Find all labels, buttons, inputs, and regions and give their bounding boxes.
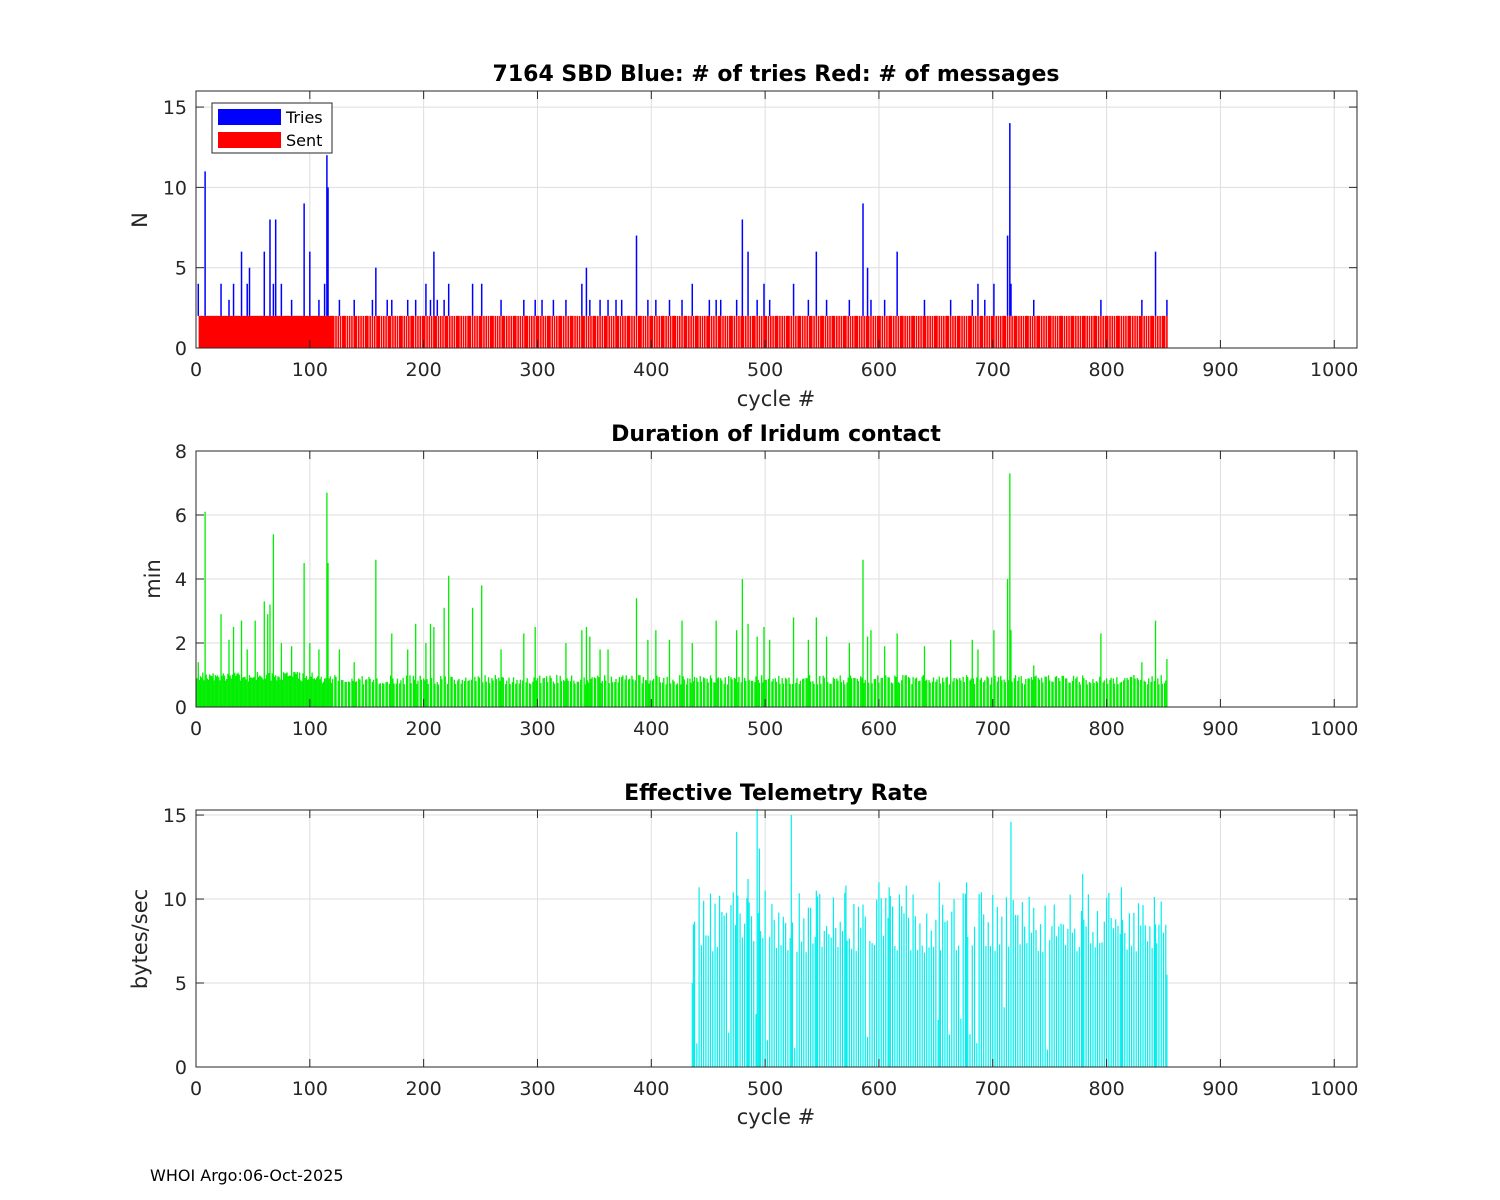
tries-xtick-label: 800 [1088,359,1124,381]
duration-ytick-label: 0 [175,697,187,719]
duration-xtick-label: 800 [1088,718,1124,740]
duration-xtick-label: 200 [406,718,442,740]
duration-xtick-label: 600 [861,718,897,740]
tries-plot-area [196,91,1357,348]
rate-ytick-label: 5 [175,973,187,995]
rate-xtick-label: 800 [1088,1078,1124,1100]
rate-bars [691,810,1168,1067]
tries-axes-frame [195,90,1358,349]
tries-xtick-label: 400 [633,359,669,381]
rate-xtick-label: 700 [975,1078,1011,1100]
duration-xtick-label: 1000 [1310,718,1358,740]
rate-xtick-label: 100 [292,1078,328,1100]
tries-panel: 0 100 200 300 400 500 600 700 800 900 1000 0 5 10 15 [163,90,1358,381]
rate-ytick-label: 10 [163,889,187,911]
rate-chart-title: Effective Telemetry Rate [624,781,928,806]
tries-y-axis-label: N [128,212,152,228]
legend-tries-label: Tries [285,108,323,127]
duration-bars [196,473,1168,707]
duration-xtick-label: 500 [747,718,783,740]
legend-sent-label: Sent [286,131,322,150]
tries-ytick-label: 10 [163,177,187,199]
rate-xtick-label: 200 [406,1078,442,1100]
duration-panel: 0 100 200 300 400 500 600 700 800 900 1000 0 2 4 6 8 [175,441,1359,740]
tries-xtick-label: 600 [861,359,897,381]
rate-xtick-label: 0 [190,1078,202,1100]
tries-xtick-label: 100 [292,359,328,381]
rate-ytick-label: 15 [163,805,187,827]
tries-xtick-label: 200 [406,359,442,381]
duration-ytick-label: 6 [175,505,187,527]
tries-ytick-label: 5 [175,258,187,280]
rate-x-axis-label: cycle # [737,1105,816,1129]
duration-xtick-label: 400 [633,718,669,740]
footer-credit: WHOI Argo:06-Oct-2025 [150,1166,344,1185]
rate-xtick-label: 600 [861,1078,897,1100]
rate-xtick-label: 900 [1202,1078,1238,1100]
rate-xtick-label: 400 [633,1078,669,1100]
rate-xtick-label: 1000 [1310,1078,1358,1100]
tries-x-axis-label: cycle # [737,387,816,411]
rate-ytick-label: 0 [175,1057,187,1079]
legend: Tries Sent [211,102,333,154]
tries-xtick-label: 900 [1202,359,1238,381]
tries-bars [197,123,1168,348]
duration-y-axis-label: min [141,559,165,599]
tries-xtick-label: 1000 [1310,359,1358,381]
rate-panel: 0 100 200 300 400 500 600 700 800 900 1000 0 5 10 15 [163,805,1359,1100]
tries-ytick-label: 15 [163,97,187,119]
legend-sent-swatch [218,132,281,148]
legend-tries-swatch [218,109,281,125]
tries-ytick-label: 0 [175,338,187,360]
duration-ytick-label: 8 [175,441,187,463]
tries-xtick-label: 700 [975,359,1011,381]
rate-y-axis-label: bytes/sec [128,889,152,989]
duration-xtick-label: 900 [1202,718,1238,740]
tries-xtick-label: 500 [747,359,783,381]
duration-xtick-label: 300 [519,718,555,740]
rate-xtick-label: 500 [747,1078,783,1100]
duration-ytick-label: 4 [175,569,187,591]
rate-xtick-label: 300 [519,1078,555,1100]
duration-xtick-label: 0 [190,718,202,740]
duration-xtick-label: 100 [292,718,328,740]
rate-axes-frame [195,809,1358,1068]
tries-xtick-label: 300 [519,359,555,381]
duration-xtick-label: 700 [975,718,1011,740]
tries-xtick-label: 0 [190,359,202,381]
duration-ytick-label: 2 [175,633,187,655]
duration-chart-title: Duration of Iridum contact [611,422,941,447]
tries-chart-title: 7164 SBD Blue: # of tries Red: # of mess… [493,62,1060,87]
